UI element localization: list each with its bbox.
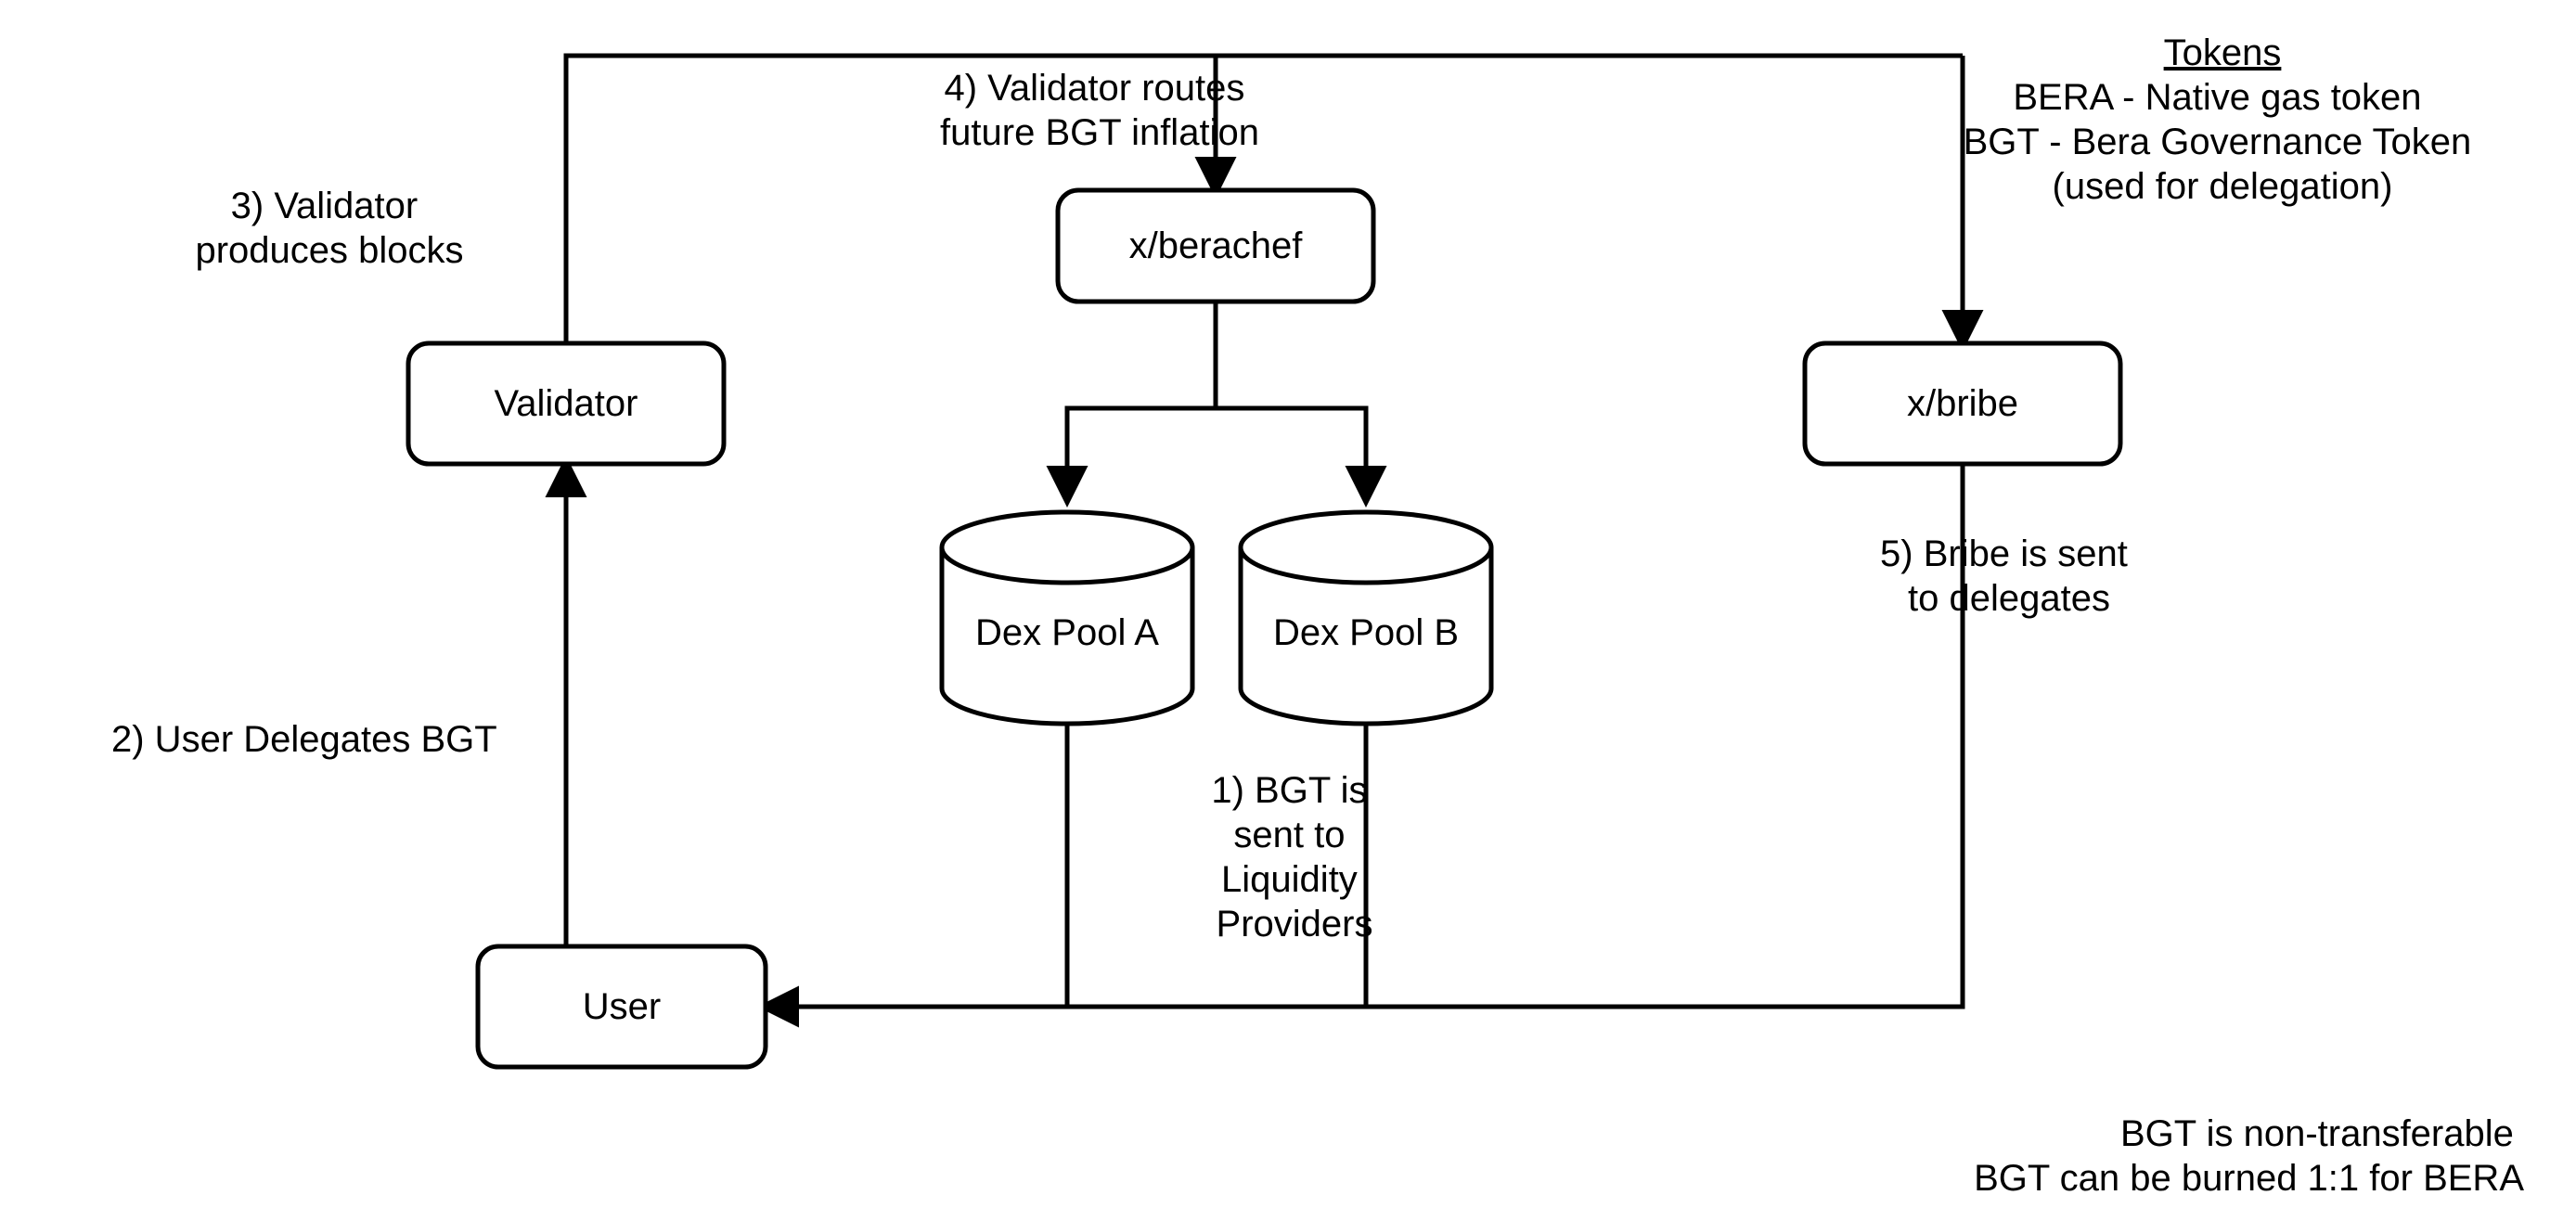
node-user-label: User	[583, 986, 661, 1027]
node-poolA-label: Dex Pool A	[975, 612, 1159, 653]
label-step5: 5) Bribe is sent to delegates	[1880, 533, 2138, 619]
label-step3: 3) Validator produces blocks	[195, 186, 463, 271]
node-poolB-label: Dex Pool B	[1273, 612, 1459, 653]
edge-split-poolB	[1216, 408, 1366, 499]
node-bribe-label: x/bribe	[1907, 383, 2018, 424]
edge-split-poolA	[1067, 408, 1216, 499]
label-tokens-title: Tokens	[2164, 32, 2282, 73]
node-validator-label: Validator	[495, 383, 638, 424]
label-footer: BGT is non-transferable BGT can be burne…	[1974, 1113, 2524, 1199]
label-step2: 2) User Delegates BGT	[111, 719, 497, 760]
label-step1: 1) BGT is sent to Liquidity Providers	[1211, 770, 1377, 945]
flow-diagram: Validator User x/berachef x/bribe Dex Po…	[0, 0, 2576, 1208]
label-step4: 4) Validator routes future BGT inflation	[940, 68, 1259, 153]
label-tokens-body: BERA - Native gas token BGT - Bera Gover…	[1964, 77, 2482, 207]
node-berachef-label: x/berachef	[1129, 225, 1304, 266]
